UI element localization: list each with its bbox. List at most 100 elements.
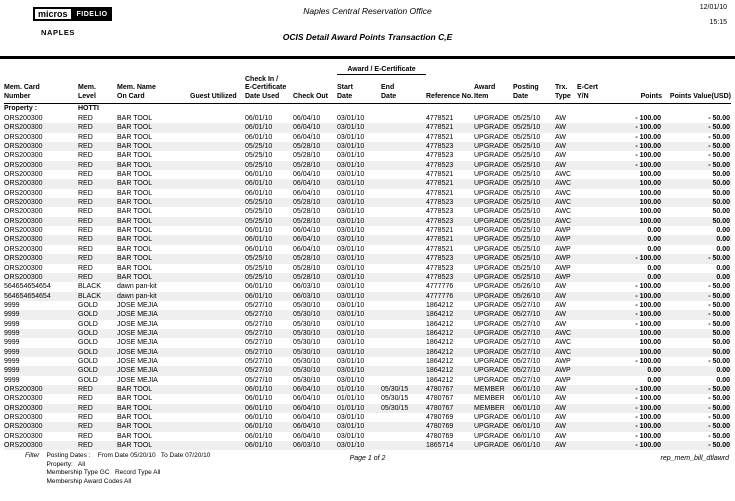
cell-trx-type: AWC bbox=[555, 208, 572, 216]
column-header-row: Mem. Card Number Mem. Level Mem. Name On… bbox=[4, 74, 731, 104]
cell-name: JOSE MEJIA bbox=[117, 376, 158, 384]
cell-guest-utilized bbox=[190, 170, 245, 179]
cell-check-in: 05/25/10 bbox=[245, 273, 273, 281]
cell-award-item: UPGRADE bbox=[474, 442, 509, 450]
cell-ecert bbox=[577, 348, 612, 357]
cell-posting-date: 06/01/10 bbox=[513, 414, 541, 421]
cell-ecert bbox=[577, 189, 612, 198]
cell-level: RED bbox=[78, 171, 93, 179]
cell-guest-utilized bbox=[190, 338, 245, 347]
cell-check-in: 06/01/10 bbox=[245, 236, 273, 244]
cell-name: BAR TOOL bbox=[117, 189, 153, 197]
cell-points: 100.00 bbox=[639, 171, 661, 179]
cell-name: dawn pan-kit bbox=[117, 292, 157, 300]
cell-reference-no: 4777776 bbox=[426, 292, 454, 300]
cell-start-date: 03/01/10 bbox=[337, 124, 365, 132]
cell-award-item: UPGRADE bbox=[474, 329, 509, 337]
cell-check-out: 05/28/10 bbox=[293, 217, 321, 225]
cell-reference-no: 1864212 bbox=[426, 339, 454, 347]
cell-check-in: 05/27/10 bbox=[245, 357, 273, 365]
cell-points: - 100.00 bbox=[635, 385, 661, 393]
cell-ecert bbox=[577, 170, 612, 179]
cell-level: BLACK bbox=[78, 283, 101, 291]
cell-guest-utilized bbox=[190, 422, 245, 431]
cell-card-number: 9999 bbox=[4, 357, 20, 365]
cell-trx-type: AWP bbox=[555, 367, 571, 375]
cell-reference-no: 1864212 bbox=[426, 311, 454, 319]
cell-guest-utilized bbox=[190, 273, 245, 282]
cell-check-in: 06/01/10 bbox=[245, 423, 273, 431]
cell-check-in: 06/01/10 bbox=[245, 189, 273, 197]
cell-posting-date: 05/25/10 bbox=[513, 217, 541, 225]
cell-ecert bbox=[577, 142, 612, 151]
cell-award-item: MEMBER bbox=[474, 385, 505, 393]
cell-end-date bbox=[381, 245, 426, 254]
table-row: 9999 GOLD JOSE MEJIA 05/27/10 05/30/10 03/01/… bbox=[4, 376, 731, 385]
cell-check-out: 05/30/10 bbox=[293, 320, 321, 328]
cell-ecert bbox=[577, 376, 612, 385]
table-row: ORS200300 RED BAR TOOL 06/01/10 06/04/10 03/0… bbox=[4, 245, 731, 254]
table-row: ORS200300 RED BAR TOOL 06/01/10 06/04/10 03/0… bbox=[4, 235, 731, 245]
cell-trx-type: AW bbox=[555, 423, 567, 431]
cell-reference-no: 4780767 bbox=[426, 385, 454, 393]
cell-points: - 100.00 bbox=[635, 283, 661, 291]
col-ecert-yn: E-Cert Y/N bbox=[577, 74, 612, 104]
cell-points: 100.00 bbox=[639, 348, 661, 356]
table-row: ORS200300 RED BAR TOOL 06/01/10 06/04/10 01/0… bbox=[4, 403, 731, 413]
cell-end-date bbox=[381, 282, 426, 291]
cell-name: dawn pan-kit bbox=[117, 283, 157, 291]
cell-card-number: ORS200300 bbox=[4, 414, 43, 421]
table-row: ORS200300 RED BAR TOOL 05/25/10 05/28/10 03/0… bbox=[4, 198, 731, 208]
cell-guest-utilized bbox=[190, 394, 245, 403]
cell-check-out: 06/04/10 bbox=[293, 432, 321, 440]
cell-guest-utilized bbox=[190, 151, 245, 160]
cell-card-number: ORS200300 bbox=[4, 152, 43, 160]
cell-guest-utilized bbox=[190, 292, 245, 301]
col-reference-no: Reference No. bbox=[426, 74, 474, 104]
col-guest-utilized: Guest Utilized bbox=[190, 74, 245, 104]
table-body: Property : HOTTI ORS200300 RED BAR TOOL 06/… bbox=[4, 104, 731, 451]
cell-check-out: 05/30/10 bbox=[293, 339, 321, 347]
cell-points-value: - 50.00 bbox=[708, 423, 730, 431]
cell-start-date: 03/01/10 bbox=[337, 432, 365, 440]
cell-level: RED bbox=[78, 245, 93, 253]
cell-trx-type: AWC bbox=[555, 180, 572, 188]
cell-award-item: UPGRADE bbox=[474, 367, 509, 375]
table-row: ORS200300 RED BAR TOOL 05/25/10 05/28/10 03/0… bbox=[4, 264, 731, 273]
cell-guest-utilized bbox=[190, 441, 245, 450]
cell-name: BAR TOOL bbox=[117, 255, 153, 263]
cell-card-number: ORS200300 bbox=[4, 404, 43, 412]
cell-start-date: 03/01/10 bbox=[337, 414, 365, 421]
table-row: 9999 GOLD JOSE MEJIA 05/27/10 05/30/10 03/01/… bbox=[4, 310, 731, 320]
cell-end-date bbox=[381, 161, 426, 170]
table-row: 9999 GOLD JOSE MEJIA 05/27/10 05/30/10 03/01/… bbox=[4, 320, 731, 329]
cell-award-item: UPGRADE bbox=[474, 133, 509, 141]
cell-level: GOLD bbox=[78, 301, 98, 309]
cell-reference-no: 4778523 bbox=[426, 143, 454, 151]
cell-points-value: 50.00 bbox=[712, 339, 730, 347]
cell-check-out: 05/30/10 bbox=[293, 367, 321, 375]
cell-trx-type: AW bbox=[555, 442, 567, 450]
cell-award-item: UPGRADE bbox=[474, 161, 509, 169]
cell-points-value: - 50.00 bbox=[708, 143, 730, 151]
cell-trx-type: AWC bbox=[555, 171, 572, 179]
cell-check-in: 06/01/10 bbox=[245, 414, 273, 421]
table-row: ORS200300 RED BAR TOOL 06/01/10 06/04/10 01/0… bbox=[4, 394, 731, 403]
cell-start-date: 03/01/10 bbox=[337, 264, 365, 272]
cell-points-value: - 50.00 bbox=[708, 124, 730, 132]
cell-start-date: 03/01/10 bbox=[337, 376, 365, 384]
cell-points-value: - 50.00 bbox=[708, 385, 730, 393]
cell-reference-no: 4778523 bbox=[426, 217, 454, 225]
table-row: ORS200300 RED BAR TOOL 05/25/10 05/28/10 03/0… bbox=[4, 151, 731, 160]
cell-guest-utilized bbox=[190, 245, 245, 254]
cell-guest-utilized bbox=[190, 254, 245, 263]
cell-points-value: - 50.00 bbox=[708, 292, 730, 300]
cell-award-item: UPGRADE bbox=[474, 245, 509, 253]
cell-level: RED bbox=[78, 124, 93, 132]
cell-guest-utilized bbox=[190, 301, 245, 310]
table-row: ORS200300 RED BAR TOOL 06/01/10 06/04/10 03/0… bbox=[4, 226, 731, 235]
cell-ecert bbox=[577, 235, 612, 244]
cell-name: BAR TOOL bbox=[117, 171, 153, 179]
cell-points: 0.00 bbox=[647, 236, 661, 244]
table-row: 9999 GOLD JOSE MEJIA 05/27/10 05/30/10 03/01/… bbox=[4, 366, 731, 376]
